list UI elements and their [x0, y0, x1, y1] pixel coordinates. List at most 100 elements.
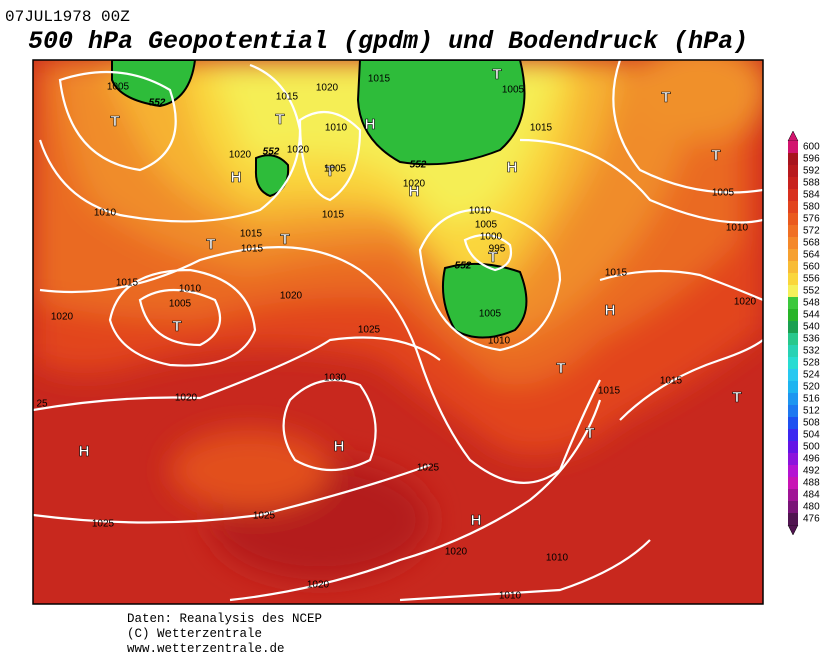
colorbar-label: 564	[803, 250, 820, 261]
isobar-label: 1000	[480, 232, 503, 243]
colorbar-label: 504	[803, 430, 820, 441]
pressure-center: T	[661, 89, 670, 106]
pressure-center: H	[605, 302, 616, 319]
isobar-label: 1015	[276, 92, 299, 103]
colorbar-label: 500	[803, 442, 820, 453]
colorbar-label: 600	[803, 142, 820, 153]
title: 500 hPa Geopotential (gpdm) und Bodendru…	[28, 27, 748, 56]
isobar-label: 1005	[712, 188, 735, 199]
isobar-label: 1020	[175, 393, 198, 404]
footer: Daten: Reanalysis des NCEP(C) Wetterzent…	[127, 612, 322, 656]
isobar-label: 1015	[660, 376, 683, 387]
colorbar-swatch	[788, 177, 798, 189]
low-500hpa-areas	[111, 60, 528, 339]
colorbar-label: 512	[803, 406, 820, 417]
pressure-center: T	[585, 425, 594, 442]
isobar-label: 1030	[324, 373, 347, 384]
pressure-center: H	[471, 512, 482, 529]
isobar-label: 1015	[530, 123, 553, 134]
pressure-center: H	[334, 438, 345, 455]
isobar-label: 1020	[734, 297, 757, 308]
isobar-label: 1020	[287, 145, 310, 156]
pressure-center: T	[110, 113, 119, 130]
isobar-label: 1015	[605, 268, 628, 279]
colorbar-swatch	[788, 441, 798, 453]
colorbar-swatch	[788, 201, 798, 213]
colorbar-swatch	[788, 249, 798, 261]
colorbar-label: 544	[803, 310, 820, 321]
colorbar-swatch	[788, 285, 798, 297]
colorbar-swatch	[788, 261, 798, 273]
map: T T H T H T H H T T T T T T H T T T H H H 1005 1015 1020 1015 100…	[33, 60, 763, 604]
isobar-label: 1015	[368, 74, 391, 85]
isobar-label: 1010	[546, 553, 569, 564]
isobar-label: 1005	[324, 164, 347, 175]
colorbar-swatch	[788, 369, 798, 381]
colorbar-label: 536	[803, 334, 820, 345]
colorbar-swatch	[788, 333, 798, 345]
colorbar-swatch	[788, 453, 798, 465]
colorbar-label: 580	[803, 202, 820, 213]
colorbar-swatch	[788, 489, 798, 501]
colorbar-swatch	[788, 417, 798, 429]
colorbar-swatch	[788, 465, 798, 477]
pressure-center: T	[280, 231, 289, 248]
colorbar-label: 508	[803, 418, 820, 429]
isobar-label: 1020	[445, 547, 468, 558]
isobar-label: 1005	[479, 309, 502, 320]
isobar-label: 1025	[92, 519, 115, 530]
map-frame	[32, 59, 764, 605]
contour-label: 552	[263, 147, 280, 158]
colorbar-swatch	[788, 429, 798, 441]
pressure-center: T	[206, 236, 215, 253]
pressure-center: T	[711, 147, 720, 164]
isobar-label: 1010	[499, 591, 522, 602]
isobar-label: 1010	[726, 223, 749, 234]
pressure-center: H	[231, 169, 242, 186]
contour-label: 552	[410, 160, 427, 171]
colorbar-label: 524	[803, 370, 820, 381]
isobar-label: 995	[489, 244, 506, 255]
pressure-center: T	[325, 163, 334, 180]
colorbar-label: 596	[803, 154, 820, 165]
colorbar-swatch	[788, 165, 798, 177]
pressure-center: H	[409, 183, 420, 200]
colorbar: 6005965925885845805765725685645605565525…	[787, 130, 820, 536]
colorbar-label: 520	[803, 382, 820, 393]
colorbar-label: 560	[803, 262, 820, 273]
colorbar-swatch	[788, 141, 798, 153]
colorbar-swatch	[788, 273, 798, 285]
colorbar-swatch	[788, 153, 798, 165]
colorbar-swatch	[788, 297, 798, 309]
colorbar-label: 572	[803, 226, 820, 237]
colorbar-label: 516	[803, 394, 820, 405]
isobar-label: 1015	[322, 210, 345, 221]
isobar-label: 1015	[240, 229, 263, 240]
colorbar-label: 576	[803, 214, 820, 225]
colorbar-label: 484	[803, 490, 820, 501]
footer-line: www.wetterzentrale.de	[127, 642, 285, 656]
colorbar-swatch	[788, 501, 798, 513]
isobar-label: 1020	[51, 312, 74, 323]
pressure-center: H	[507, 159, 518, 176]
isobar-label: 1015	[116, 278, 139, 289]
isobar-label: 1005	[475, 220, 498, 231]
colorbar-label: 488	[803, 478, 820, 489]
colorbar-bottom-arrow	[787, 524, 799, 536]
colorbar-swatch	[788, 237, 798, 249]
isobar-label: 1010	[325, 123, 348, 134]
isobar-label: 1010	[179, 284, 202, 295]
colorbar-swatch	[788, 321, 798, 333]
footer-line: Daten: Reanalysis des NCEP	[127, 612, 322, 626]
map-labels: T T H T H T H H T T T T T T H T T T H H H 1005 1015 1020 1015 100…	[36, 66, 756, 602]
colorbar-swatch	[788, 309, 798, 321]
pressure-center: T	[488, 249, 497, 266]
isobar-label: 1025	[358, 325, 381, 336]
colorbar-swatch	[788, 405, 798, 417]
colorbar-swatch	[788, 225, 798, 237]
colorbar-label: 480	[803, 502, 820, 513]
colorbar-label: 584	[803, 190, 820, 201]
colorbar-swatch	[788, 357, 798, 369]
pressure-center: H	[79, 443, 90, 460]
